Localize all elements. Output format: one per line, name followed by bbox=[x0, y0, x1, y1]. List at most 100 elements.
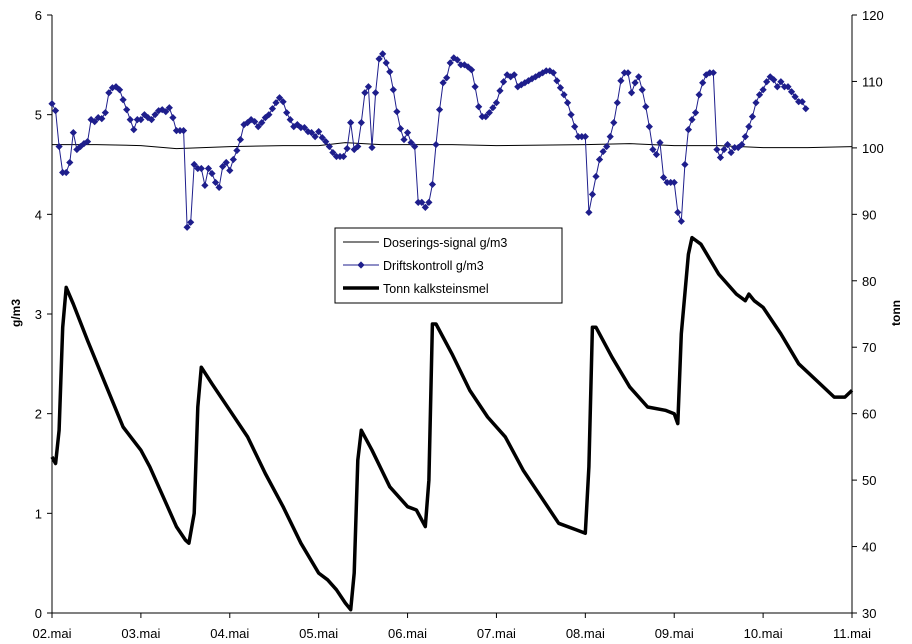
data-point bbox=[507, 73, 515, 81]
data-point bbox=[286, 116, 294, 124]
data-point bbox=[535, 71, 543, 79]
data-point bbox=[48, 100, 56, 108]
x-tick-label: 10.mai bbox=[744, 626, 783, 641]
data-point bbox=[723, 140, 732, 149]
data-point bbox=[51, 107, 60, 115]
data-point bbox=[787, 88, 796, 96]
data-point bbox=[222, 158, 230, 167]
data-point bbox=[716, 153, 725, 162]
data-point bbox=[549, 69, 557, 77]
data-point bbox=[386, 68, 394, 76]
data-point bbox=[179, 127, 188, 135]
data-point bbox=[407, 138, 415, 147]
data-point bbox=[201, 181, 209, 190]
data-point bbox=[777, 78, 785, 86]
data-point bbox=[595, 155, 604, 164]
data-point bbox=[563, 99, 572, 107]
data-point bbox=[375, 55, 383, 63]
data-point bbox=[396, 125, 405, 133]
axes: 0 1 2 3 4 5 6 30 40 50 60 70 80 90 100 110 120 02.mai 03.m… bbox=[32, 8, 883, 641]
data-point bbox=[475, 103, 483, 111]
data-point bbox=[208, 169, 216, 178]
data-point bbox=[467, 66, 476, 74]
legend-label: Tonn kalksteinsmel bbox=[383, 282, 489, 296]
data-point bbox=[496, 87, 504, 95]
data-point bbox=[162, 108, 170, 116]
data-point bbox=[649, 145, 657, 154]
data-point bbox=[147, 116, 156, 124]
data-point bbox=[80, 139, 88, 148]
data-point bbox=[659, 173, 668, 182]
x-tick-label: 06.mai bbox=[388, 626, 427, 641]
data-point bbox=[631, 79, 639, 87]
data-point bbox=[226, 166, 234, 175]
y-left-tick-label: 3 bbox=[35, 307, 42, 322]
data-point bbox=[368, 143, 376, 152]
data-point bbox=[766, 73, 774, 81]
data-point bbox=[606, 132, 614, 141]
data-point bbox=[347, 119, 355, 127]
data-point bbox=[446, 59, 454, 67]
data-point bbox=[645, 123, 653, 131]
y-left-tick-label: 4 bbox=[35, 207, 42, 222]
data-point bbox=[55, 142, 63, 151]
data-point bbox=[627, 89, 636, 97]
x-tick-label: 11.mai bbox=[833, 626, 871, 641]
data-point bbox=[272, 99, 280, 107]
data-point bbox=[428, 180, 437, 189]
data-point bbox=[211, 178, 220, 187]
data-point bbox=[745, 123, 753, 131]
data-point bbox=[748, 113, 757, 121]
data-point bbox=[382, 59, 390, 67]
data-point bbox=[688, 116, 696, 124]
data-point bbox=[567, 111, 575, 119]
data-point bbox=[588, 190, 597, 198]
data-point bbox=[354, 142, 362, 151]
data-point bbox=[83, 137, 92, 146]
data-point bbox=[215, 183, 223, 192]
y-right-tick-label: 30 bbox=[862, 606, 876, 621]
data-point bbox=[275, 94, 284, 102]
data-point bbox=[674, 208, 682, 216]
data-point bbox=[137, 116, 145, 124]
data-point bbox=[617, 77, 625, 85]
data-point bbox=[571, 123, 579, 131]
data-point bbox=[339, 152, 348, 161]
data-point bbox=[514, 83, 522, 91]
legend: Doserings-signal g/m3 Driftskontroll g/m3… bbox=[334, 227, 563, 304]
data-point bbox=[763, 78, 771, 86]
data-point bbox=[759, 86, 767, 94]
data-point bbox=[681, 160, 689, 169]
data-point bbox=[315, 128, 323, 136]
data-point bbox=[165, 104, 173, 112]
data-point bbox=[560, 91, 568, 99]
data-point bbox=[371, 89, 380, 97]
data-point bbox=[482, 113, 490, 121]
data-point bbox=[265, 111, 273, 119]
data-point bbox=[699, 79, 707, 87]
y-left-tick-label: 1 bbox=[35, 506, 42, 521]
data-point bbox=[343, 144, 351, 153]
data-point bbox=[258, 119, 266, 127]
data-point bbox=[635, 73, 643, 81]
legend-label: Driftskontroll g/m3 bbox=[383, 259, 484, 273]
x-tick-label: 05.mai bbox=[299, 626, 338, 641]
x-tick-label: 04.mai bbox=[210, 626, 249, 641]
data-point bbox=[322, 137, 330, 146]
data-point bbox=[528, 75, 536, 83]
data-point bbox=[503, 71, 511, 79]
data-point bbox=[599, 147, 607, 156]
data-point bbox=[610, 119, 618, 127]
y-right-tick-label: 110 bbox=[862, 74, 883, 89]
x-tick-label: 09.mai bbox=[655, 626, 694, 641]
data-point bbox=[517, 81, 525, 89]
data-point bbox=[713, 145, 721, 154]
data-point bbox=[325, 142, 333, 151]
data-point bbox=[752, 99, 760, 107]
data-point bbox=[66, 158, 74, 167]
data-point bbox=[62, 168, 70, 177]
y-right-tick-label: 40 bbox=[862, 540, 876, 555]
data-point bbox=[169, 114, 177, 122]
y-axis-left-label: g/m3 bbox=[9, 299, 23, 327]
x-tick-label: 08.mai bbox=[566, 626, 605, 641]
